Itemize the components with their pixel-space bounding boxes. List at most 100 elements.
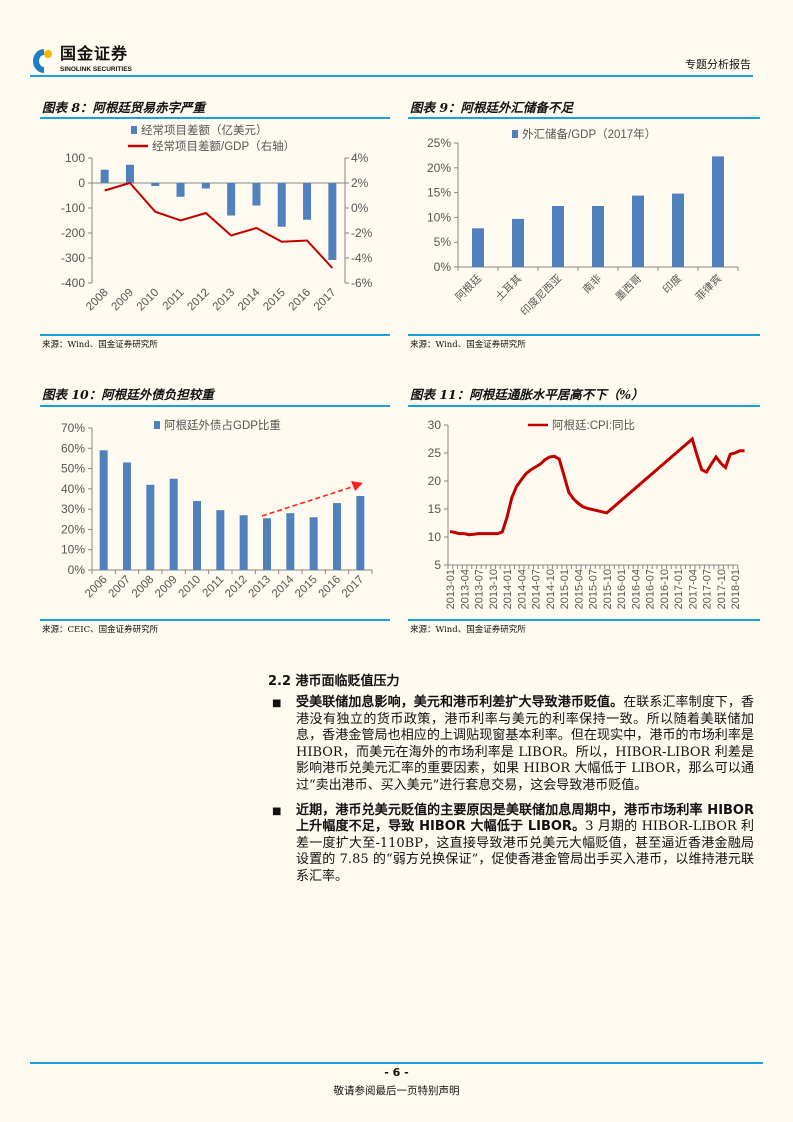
fig8-bar-2009 — [125, 164, 134, 183]
disclaimer: 敬请参阅最后一页特别声明 — [333, 1085, 460, 1097]
fig11-y-tick-label: 5 — [434, 558, 441, 572]
fig9-bar-阿根廷 — [472, 228, 484, 267]
fig8-x-label: 2016 — [287, 287, 314, 314]
figure-10-title-rule — [40, 405, 390, 407]
bullet-item-1: ■ 受美联储加息影响，美元和港币利差扩大导致港币贬值。在联系汇率制度下，香港没有… — [268, 695, 754, 795]
fig8-x-label: 2011 — [161, 287, 187, 313]
fig9-bar-南非 — [592, 205, 604, 267]
fig10-x-label: 2017 — [340, 574, 367, 601]
fig9-bar-墨西哥 — [632, 195, 644, 267]
fig11-y-tick-label: 25 — [428, 446, 442, 460]
fig8-y-right-tick-label: 4% — [351, 151, 369, 165]
fig9-bar-菲律宾 — [712, 156, 724, 267]
fig8-x-label: 2015 — [261, 287, 288, 314]
figure-11-title-rule — [408, 405, 760, 407]
bullet-square-icon: ■ — [272, 805, 282, 817]
report-type: 专题分析报告 — [685, 58, 751, 71]
fig11-x-label: 2013-10 — [488, 569, 500, 609]
fig10-x-label: 2008 — [130, 574, 157, 601]
fig8-y-right-tick-label: 2% — [351, 176, 369, 190]
fig10-y-tick-label: 40% — [61, 482, 85, 496]
fig10-y-tick-label: 70% — [61, 421, 85, 435]
figure-8-source-rule — [40, 334, 390, 336]
header-divider — [30, 75, 753, 77]
fig8-y-left-tick-label: 100 — [65, 151, 85, 165]
bullet-square-icon: ■ — [272, 698, 282, 709]
bullet-item-2: ■ 近期，港币兑美元贬值的主要原因是美联储加息周期中，港币市场利率 HIBOR … — [268, 803, 754, 886]
figure-9-source: 来源：Wind、国金证券研究所 — [410, 340, 526, 350]
fig10-bar-2016 — [333, 503, 341, 570]
fig10-x-label: 2007 — [107, 574, 134, 601]
fig10-bar-2017 — [356, 495, 365, 570]
fig10-x-label: 2013 — [247, 574, 274, 601]
fig10-bar-2009 — [169, 478, 178, 570]
figure-10-title: 图表 10：阿根廷外债负担较重 — [42, 387, 214, 402]
logo-text-cn: 国金证券 — [60, 44, 129, 63]
fig10-y-tick-label: 60% — [61, 441, 85, 455]
fig11-y-tick-label: 20 — [428, 474, 442, 488]
fig10-legend-swatch — [154, 421, 160, 429]
fig10-x-label: 2015 — [293, 574, 320, 601]
fig10-x-label: 2011 — [200, 574, 226, 600]
logo-text-en: SINOLINK SECURITIES — [60, 66, 132, 73]
fig9-x-label: 南非 — [580, 272, 604, 296]
fig11-x-label: 2015-07 — [588, 569, 600, 609]
fig8-line-series — [104, 181, 334, 269]
fig8-y-left-tick-label: -300 — [61, 251, 85, 265]
fig11-y-tick-label: 30 — [428, 418, 442, 432]
fig11-x-label: 2018-01 — [730, 569, 742, 609]
fig8-x-label: 2012 — [185, 287, 212, 314]
fig11-x-label: 2014-07 — [531, 569, 543, 609]
figure-9-title-rule — [408, 117, 760, 119]
figure-8-source: 来源：Wind、国金证券研究所 — [42, 340, 158, 350]
fig9-y-tick-label: 15% — [427, 186, 451, 200]
fig9-x-label: 阿根廷 — [453, 272, 485, 304]
fig10-y-tick-label: 10% — [61, 543, 85, 557]
figure-8-title-rule — [40, 117, 390, 119]
fig10-x-label: 2012 — [223, 574, 250, 601]
fig8-legend-bar-label: 经常项目差额（亿美元） — [141, 123, 268, 137]
fig11-x-label: 2014-10 — [545, 569, 557, 609]
fig11-x-label: 2014-01 — [502, 569, 514, 609]
fig8-bar-2008 — [100, 169, 109, 183]
fig9-y-tick-label: 20% — [427, 161, 451, 175]
figure-11-source: 来源：Wind、国金证券研究所 — [410, 625, 526, 635]
fig11-x-label: 2013-04 — [459, 569, 471, 609]
fig8-y-right-tick-label: -6% — [351, 276, 373, 290]
fig8-bar-2012 — [201, 183, 210, 189]
section-2-2: 2.2 港币面临贬值压力 ■ 受美联储加息影响，美元和港币利差扩大导致港币贬值。… — [268, 670, 754, 894]
fig9-x-label: 印度 — [660, 272, 684, 296]
fig11-x-label: 2015-04 — [573, 569, 585, 609]
fig9-bar-印度尼西亚 — [552, 205, 564, 267]
fig10-bar-2012 — [239, 515, 248, 570]
fig11-cpi-line — [449, 436, 745, 537]
fig8-bar-2014 — [252, 183, 261, 206]
fig11-x-label: 2016-07 — [645, 569, 657, 609]
fig10-y-tick-label: 20% — [61, 522, 85, 536]
paragraph-1-lead: 受美联储加息影响，美元和港币利差扩大导致港币贬值。 — [296, 695, 624, 710]
fig8-y-left-tick-label: -100 — [61, 201, 85, 215]
fig11-x-label: 2017-10 — [716, 569, 728, 609]
figure-11-source-rule — [408, 619, 760, 621]
fig10-y-tick-label: 30% — [61, 502, 85, 516]
fig10-bar-2013 — [263, 518, 271, 570]
fig8-bar-2017 — [328, 183, 337, 260]
fig11-y-tick-label: 15 — [428, 502, 442, 516]
fig10-x-label: 2010 — [177, 574, 204, 601]
fig11-y-tick-label: 10 — [428, 530, 442, 544]
fig11-x-label: 2016-01 — [616, 569, 628, 609]
fig11-x-label: 2014-04 — [516, 569, 528, 609]
fig10-y-tick-label: 50% — [61, 462, 85, 476]
fig10-bar-2014 — [286, 513, 295, 570]
footer-divider — [30, 1062, 763, 1064]
fig8-y-right-tick-label: 0% — [351, 201, 369, 215]
fig10-y-tick-label: 0% — [68, 563, 86, 577]
fig11-x-label: 2017-04 — [687, 569, 699, 609]
fig8-y-left-tick-label: 0 — [78, 176, 85, 190]
figure-10-source-rule — [40, 619, 390, 621]
fig11-x-label: 2013-07 — [474, 569, 486, 609]
fig8-y-right-tick-label: -4% — [351, 251, 373, 265]
fig8-y-left-tick-label: -400 — [61, 276, 85, 290]
fig8-x-label: 2017 — [312, 287, 339, 314]
paragraph-2: 近期，港币兑美元贬值的主要原因是美联储加息周期中，港币市场利率 HIBOR 上升… — [296, 803, 754, 886]
